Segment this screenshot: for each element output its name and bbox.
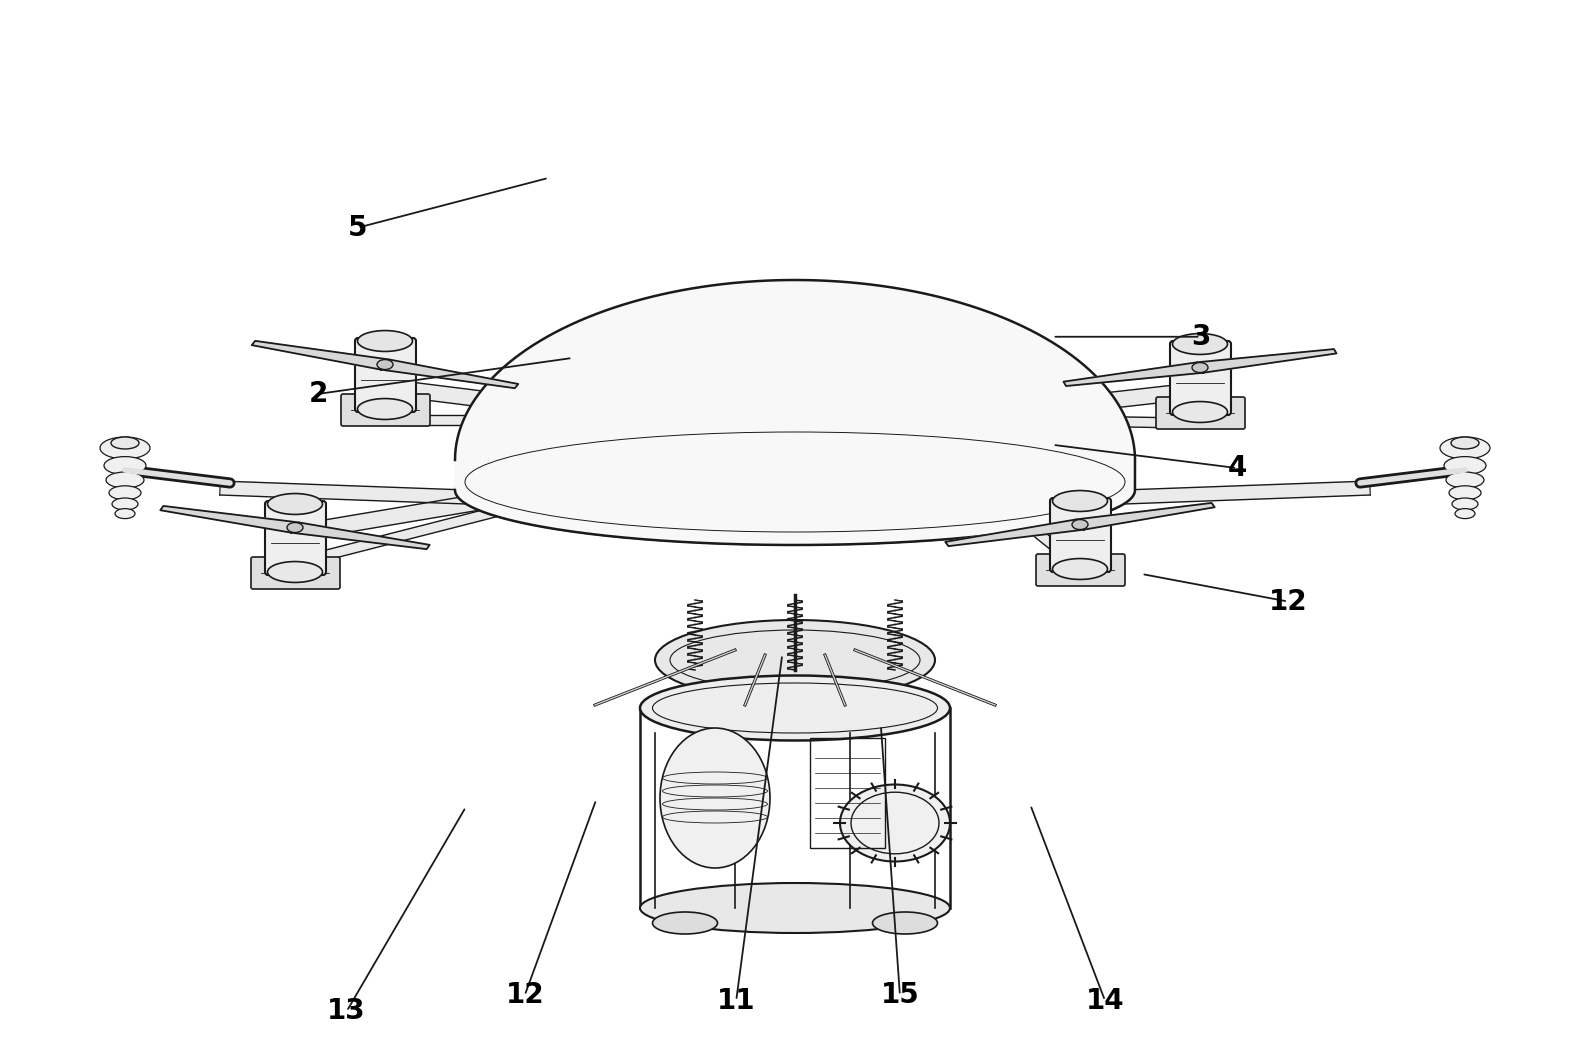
Ellipse shape [685, 470, 905, 540]
Ellipse shape [1445, 472, 1483, 488]
Ellipse shape [652, 912, 717, 934]
Polygon shape [455, 280, 1135, 545]
Text: 2: 2 [308, 380, 328, 408]
Ellipse shape [377, 360, 393, 370]
Ellipse shape [103, 456, 146, 474]
FancyBboxPatch shape [1049, 498, 1111, 572]
Ellipse shape [1192, 362, 1208, 373]
Ellipse shape [110, 486, 142, 500]
Polygon shape [905, 481, 1371, 511]
Polygon shape [382, 359, 518, 389]
Ellipse shape [358, 330, 412, 352]
Ellipse shape [1172, 334, 1227, 355]
Ellipse shape [641, 676, 949, 740]
Ellipse shape [1056, 524, 1110, 552]
FancyBboxPatch shape [266, 501, 326, 575]
Ellipse shape [267, 493, 323, 515]
Ellipse shape [1448, 486, 1480, 500]
Polygon shape [946, 468, 1059, 533]
Text: 4: 4 [1227, 454, 1247, 482]
Ellipse shape [270, 527, 326, 555]
FancyBboxPatch shape [1170, 341, 1231, 415]
Text: 15: 15 [881, 982, 919, 1009]
Ellipse shape [100, 437, 149, 459]
Ellipse shape [1452, 498, 1479, 510]
FancyBboxPatch shape [1037, 554, 1126, 586]
Polygon shape [409, 382, 611, 423]
Polygon shape [967, 474, 1068, 559]
Ellipse shape [840, 785, 949, 862]
Polygon shape [979, 385, 1177, 423]
Polygon shape [1197, 349, 1337, 373]
Ellipse shape [641, 883, 949, 933]
Ellipse shape [455, 435, 1135, 545]
Ellipse shape [873, 912, 938, 934]
Ellipse shape [114, 508, 135, 519]
Text: 12: 12 [1269, 588, 1307, 615]
FancyBboxPatch shape [340, 394, 429, 426]
Polygon shape [251, 341, 390, 370]
Polygon shape [641, 708, 949, 908]
Text: 11: 11 [717, 987, 755, 1015]
FancyBboxPatch shape [251, 557, 340, 589]
Ellipse shape [655, 620, 935, 700]
Ellipse shape [111, 498, 138, 510]
Ellipse shape [1072, 520, 1088, 530]
Ellipse shape [1053, 558, 1108, 579]
Ellipse shape [1455, 508, 1476, 519]
Polygon shape [161, 506, 299, 533]
Text: 3: 3 [1191, 323, 1210, 351]
Polygon shape [324, 467, 641, 536]
Ellipse shape [288, 522, 304, 533]
Polygon shape [313, 475, 622, 562]
Ellipse shape [267, 561, 323, 582]
Text: 14: 14 [1086, 987, 1124, 1015]
FancyBboxPatch shape [1156, 397, 1245, 429]
Polygon shape [401, 415, 580, 425]
Ellipse shape [1172, 401, 1227, 423]
Polygon shape [1076, 503, 1215, 530]
Polygon shape [1064, 362, 1204, 387]
Ellipse shape [660, 728, 770, 868]
Ellipse shape [1175, 367, 1231, 395]
Polygon shape [1010, 415, 1185, 428]
Ellipse shape [361, 364, 415, 392]
Ellipse shape [1452, 437, 1479, 449]
Ellipse shape [1441, 437, 1490, 459]
Polygon shape [219, 481, 685, 511]
Polygon shape [291, 522, 429, 550]
Ellipse shape [107, 472, 145, 488]
FancyBboxPatch shape [355, 338, 417, 412]
Text: 12: 12 [506, 982, 544, 1009]
Ellipse shape [1444, 456, 1487, 474]
Text: 5: 5 [348, 214, 367, 241]
Polygon shape [946, 519, 1084, 546]
Ellipse shape [111, 437, 138, 449]
Ellipse shape [1053, 490, 1108, 511]
Text: 13: 13 [328, 998, 366, 1025]
Ellipse shape [358, 398, 412, 419]
